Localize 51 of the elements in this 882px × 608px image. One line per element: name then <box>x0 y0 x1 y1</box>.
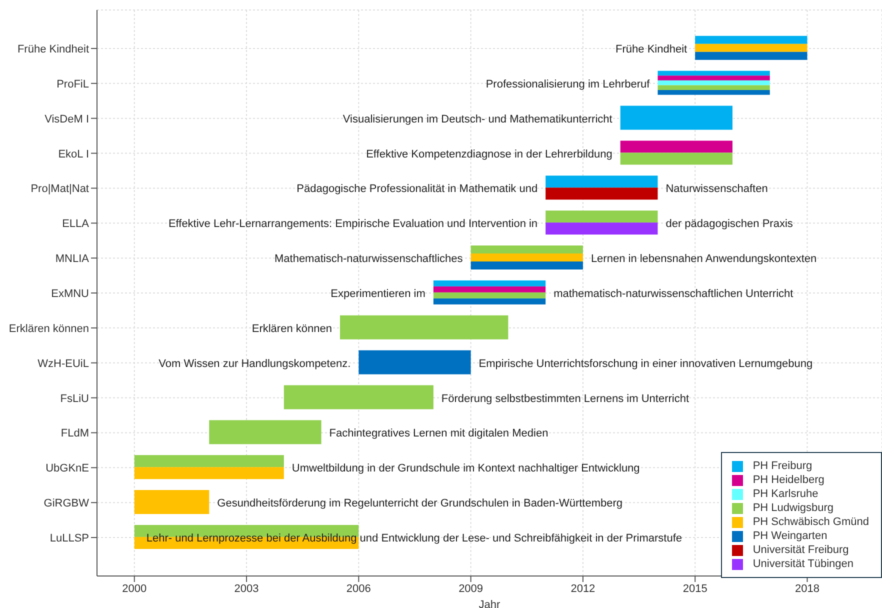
x-tick-label: 2015 <box>682 582 708 595</box>
annotation: mathematisch-naturwissenschaftlichen Unterricht <box>554 288 794 300</box>
annotation: Naturwissenschaften <box>666 183 768 196</box>
y-tick-label: ELLA <box>62 218 90 230</box>
annotation: Visualisierungen im Deutsch- und Mathematikunterricht <box>342 113 612 126</box>
y-tick-label: Frühe Kindheit <box>17 43 89 56</box>
x-tick-label: 2009 <box>458 582 484 595</box>
annotation: Effektive Kompetenzdiagnose in der Lehrerbildung <box>366 148 612 160</box>
y-tick-label: Erklären können <box>8 322 89 335</box>
y-tick-label: EkoL I <box>58 148 89 160</box>
legend-label: PH Weingarten <box>752 529 828 543</box>
annotation: Fachintegratives Lernen mit digitalen Medien <box>329 428 548 440</box>
legend-label: PH Karlsruhe <box>752 487 818 501</box>
annotation: Frühe Kindheit <box>616 43 688 56</box>
y-tick-label: VisDeM I <box>44 113 89 126</box>
x-tick-label: 2006 <box>346 582 371 595</box>
annotation: Effektive Lehr-Lernarrangements: Empirische Evaluation und Intervention in <box>168 218 538 230</box>
x-tick-label: 2000 <box>122 582 147 595</box>
legend-label: PH Schwäbisch Gmünd <box>752 515 869 529</box>
y-tick-label: ExMNU <box>51 288 90 300</box>
annotation: Lehr- und Lernprozesse bei der Ausbildung und Entwicklung der Lese- und Schreibfähigkeit in der Primarstufe <box>146 532 682 545</box>
x-tick-label: 2003 <box>234 582 259 595</box>
annotation: Gesundheitsförderung im Regelunterricht der Grundschulen in Baden-Württemberg <box>217 498 623 510</box>
annotation: Empirische Unterrichtsforschung in einer innovativen Lernumgebung <box>478 358 813 370</box>
annotation: Experimentieren im <box>330 288 426 300</box>
y-tick-label: ProFiL <box>56 78 89 90</box>
x-axis-title: Jahr <box>478 599 501 608</box>
legend-label: PH Ludwigsburg <box>752 501 834 515</box>
y-tick-label: UbGKnE <box>46 462 89 475</box>
x-tick-label: 2018 <box>794 582 820 595</box>
y-tick-label: GiRGBW <box>44 498 90 510</box>
legend-label: Universität Freiburg <box>752 543 849 557</box>
x-tick-label: 2012 <box>570 582 596 595</box>
y-tick-label: FsLiU <box>60 392 90 405</box>
annotation: Professionalisierung im Lehrberuf <box>486 78 651 90</box>
legend-label: PH Heidelberg <box>752 473 824 487</box>
y-tick-label: FLdM <box>60 428 89 440</box>
y-tick-label: LuLLSP <box>50 532 89 545</box>
y-tick-label: Pro|Mat|Nat <box>30 183 89 196</box>
annotation: Mathematisch-naturwissenschaftliches <box>274 253 464 266</box>
y-tick-label: WzH-EUiL <box>38 358 89 370</box>
legend-label: PH Freiburg <box>752 459 812 473</box>
annotation: der pädagogischen Praxis <box>666 218 794 230</box>
legend-label: Universität Tübingen <box>752 557 854 571</box>
annotation: Erklären können <box>252 322 332 335</box>
annotation: Vom Wissen zur Handlungskompetenz. <box>158 358 351 370</box>
annotation: Lernen in lebensnahen Anwendungskontexten <box>590 253 817 266</box>
y-tick-label: MNLIA <box>55 253 90 266</box>
annotation: Pädagogische Professionalität in Mathematik und <box>296 183 538 196</box>
annotation: Förderung selbstbestimmten Lernens im Unterricht <box>441 392 690 405</box>
annotation: Umweltbildung in der Grundschule im Kontext nachhaltiger Entwicklung <box>292 462 640 475</box>
